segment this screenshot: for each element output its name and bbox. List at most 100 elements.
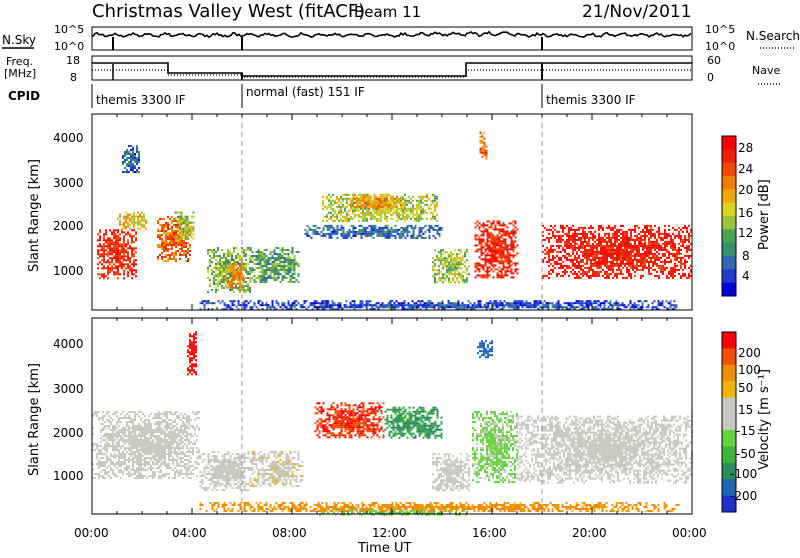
- scatter-cell-1: [127, 226, 129, 228]
- scatter-cell-3: [187, 252, 189, 254]
- scatter-cell-14: [626, 263, 628, 265]
- scatter-cell-5: [235, 285, 237, 287]
- scatter-cell-15: [302, 304, 304, 306]
- scatter-cell-0: [107, 241, 109, 243]
- scatter-cell-14: [588, 271, 590, 273]
- scatter-cell-0: [106, 445, 108, 447]
- scatter-cell-15: [530, 302, 532, 304]
- scatter-cell-14: [624, 245, 626, 247]
- scatter-cell-14: [654, 233, 656, 235]
- scatter-cell-8: [433, 227, 435, 229]
- scatter-cell-9: [330, 206, 332, 208]
- scatter-cell-12: [493, 236, 495, 238]
- scatter-cell-14: [612, 235, 614, 237]
- scatter-cell-15: [390, 306, 392, 308]
- scatter-cell-14: [634, 265, 636, 267]
- scatter-cell-10: [356, 206, 358, 208]
- scatter-cell-5: [213, 267, 215, 269]
- scatter-cell-14: [614, 249, 616, 251]
- scatter-cell-11: [448, 253, 450, 255]
- scatter-cell-0: [97, 251, 99, 253]
- scatter-cell-14: [616, 273, 618, 275]
- scatter-cell-14: [630, 265, 632, 267]
- scatter-cell-14: [664, 235, 666, 237]
- scatter-cell-14: [592, 259, 594, 261]
- scatter-cell-14: [674, 255, 676, 257]
- scatter-cell-12: [481, 248, 483, 250]
- scatter-cell-0: [102, 447, 104, 449]
- scatter-cell-14: [618, 247, 620, 249]
- scatter-cell-2: [124, 167, 126, 169]
- scatter-cell-15: [616, 300, 618, 302]
- scatter-cell-1: [133, 222, 135, 224]
- scatter-cell-6: [227, 281, 229, 283]
- scatter-cell-9: [340, 214, 342, 216]
- scatter-cell-8: [439, 227, 441, 229]
- scatter-cell-8: [385, 225, 387, 227]
- scatter-cell-14: [610, 265, 612, 267]
- scatter-cell-14: [682, 257, 684, 259]
- scatter-cell-14: [652, 257, 654, 259]
- scatter-cell-14: [570, 243, 572, 245]
- scatter-cell-9: [382, 212, 384, 214]
- scatter-cell-9: [326, 220, 328, 222]
- scatter-cell-2: [130, 157, 132, 159]
- scatter-cell-10: [374, 200, 376, 202]
- scatter-cell-10: [362, 204, 364, 206]
- scatter-cell-11: [448, 255, 450, 257]
- scatter-cell-9: [360, 212, 362, 214]
- scatter-cell-9: [364, 216, 366, 218]
- scatter-cell-14: [630, 253, 632, 255]
- scatter-cell-15: [206, 302, 208, 304]
- scatter-cell-14: [628, 263, 630, 265]
- scatter-cell-7: [276, 263, 278, 265]
- scatter-cell-14: [640, 241, 642, 243]
- scatter-cell-15: [564, 302, 566, 304]
- scatter-cell-10: [360, 196, 362, 198]
- scatter-cell-12: [513, 244, 515, 246]
- scatter-cell-14: [642, 243, 644, 245]
- scatter-cell-0: [107, 259, 109, 261]
- scatter-cell-14: [550, 249, 552, 251]
- scatter-cell-7: [254, 281, 256, 283]
- scatter-cell-3: [161, 218, 163, 220]
- scatter-cell-14: [578, 245, 580, 247]
- scatter-cell-14: [590, 261, 592, 263]
- scatter-cell-15: [452, 304, 454, 306]
- scatter-cell-12: [505, 248, 507, 250]
- scatter-cell-11: [468, 273, 470, 275]
- scatter-cell-14: [570, 261, 572, 263]
- scatter-cell-1: [145, 228, 147, 230]
- scatter-cell-14: [624, 239, 626, 241]
- scatter-cell-8: [407, 233, 409, 235]
- scatter-cell-0: [127, 265, 129, 267]
- scatter-cell-5: [217, 285, 219, 287]
- scatter-cell-14: [608, 239, 610, 241]
- scatter-cell-12: [511, 264, 513, 266]
- scatter-cell-14: [656, 275, 658, 277]
- scatter-cell-9: [392, 214, 394, 216]
- scatter-cell-14: [566, 245, 568, 247]
- nsky-panel: [92, 27, 692, 50]
- scatter-cell-0: [104, 439, 106, 441]
- scatter-cell-15: [472, 306, 474, 308]
- scatter-cell-8: [405, 227, 407, 229]
- scatter-cell-14: [674, 235, 676, 237]
- scatter-cell-14: [610, 245, 612, 247]
- scatter-cell-1: [143, 218, 145, 220]
- scatter-cell-14: [650, 259, 652, 261]
- scatter-cell-14: [592, 249, 594, 251]
- scatter-cell-14: [602, 253, 604, 255]
- scatter-cell-11: [466, 269, 468, 271]
- scatter-cell-11: [438, 273, 440, 275]
- scatter-cell-0: [110, 455, 112, 457]
- scatter-cell-8: [307, 225, 309, 227]
- scatter-cell-14: [686, 261, 688, 263]
- scatter-cell-15: [344, 306, 346, 308]
- scatter-cell-14: [652, 255, 654, 257]
- scatter-cell-14: [636, 249, 638, 251]
- scatter-cell-10: [400, 204, 402, 206]
- scatter-cell-2: [126, 171, 128, 173]
- scatter-cell-14: [666, 257, 668, 259]
- scatter-cell-14: [658, 275, 660, 277]
